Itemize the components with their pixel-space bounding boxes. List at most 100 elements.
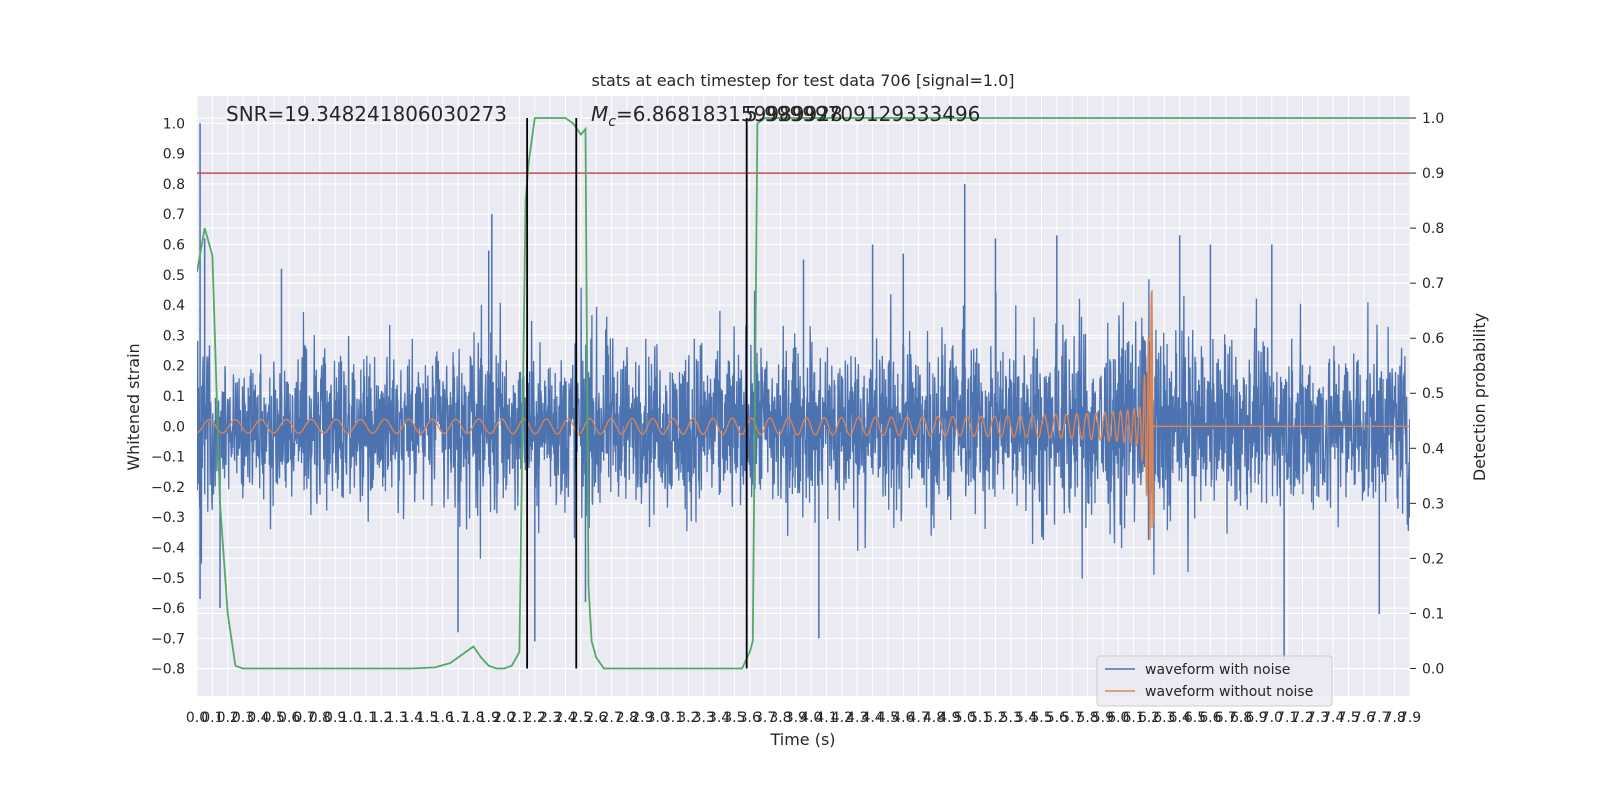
x-tick-label: 7.3 [1307,710,1329,726]
y-tick-label: 0.9 [163,147,185,163]
x-tick-label: 6.1 [1122,710,1144,726]
y-tick-label: −0.8 [151,662,185,678]
x-tick-label: 4.3 [846,710,868,726]
y2-tick-label: 0.6 [1422,331,1444,347]
x-tick-label: 5.8 [1076,710,1098,726]
x-tick-label: 3.9 [785,710,807,726]
x-tick-label: 5.4 [1015,710,1037,726]
x-tick-label: 0.3 [232,710,254,726]
y-tick-label: 0.3 [163,328,185,344]
y-tick-label: 1.0 [163,116,185,132]
series-detection-probability [197,117,1410,670]
x-tick-label: 4.2 [831,710,853,726]
y2-tick-label: 0.4 [1422,441,1444,457]
x-tick-label: 7.1 [1276,710,1298,726]
y2-tick-label: 0.2 [1422,551,1444,567]
x-tick-label: 6.2 [1138,710,1160,726]
y-tick-label: 0.0 [163,419,185,435]
x-tick-label: 4.6 [892,710,914,726]
series-waveform-without-noise [197,289,1410,541]
y2-axis-label: Detection probability [1470,313,1489,481]
x-tick-label: 1.8 [462,710,484,726]
x-tick-label: 2.4 [554,710,576,726]
y-tick-label: 0.6 [163,237,185,253]
x-tick-label: 1.7 [447,710,469,726]
x-tick-label: 4.1 [815,710,837,726]
x-tick-label: 3.0 [647,710,669,726]
x-tick-label: 5.3 [1000,710,1022,726]
x-tick-label: 3.5 [723,710,745,726]
x-tick-label: 6.6 [1199,710,1221,726]
y-tick-label: −0.2 [151,480,185,496]
y2-tick-label: 0.3 [1422,496,1444,512]
x-tick-label: 1.5 [416,710,438,726]
x-tick-label: 1.2 [370,710,392,726]
x-tick-label: 2.1 [508,710,530,726]
x-tick-label: 7.8 [1384,710,1406,726]
x-tick-label: 1.1 [355,710,377,726]
x-tick-label: 1.4 [401,710,423,726]
x-tick-label: 3.3 [693,710,715,726]
x-tick-label: 1.6 [432,710,454,726]
x-tick-labels: 0.00.10.20.30.40.50.60.70.80.91.01.11.21… [186,710,1421,726]
x-tick-label: 7.9 [1399,710,1421,726]
x-tick-label: 5.2 [984,710,1006,726]
y-tick-label: 0.4 [163,298,185,314]
y-axis-label: Whitened strain [124,343,143,470]
x-tick-label: 5.9 [1092,710,1114,726]
legend-entry-clean: waveform without noise [1145,684,1313,700]
y-tick-label: 0.8 [163,177,185,193]
x-tick-label: 7.2 [1291,710,1313,726]
y2-tick-label: 1.0 [1422,111,1444,127]
x-tick-label: 4.5 [877,710,899,726]
x-tick-label: 3.2 [677,710,699,726]
snr-annotation: SNR=19.348241806030273 [226,102,507,126]
x-tick-label: 3.8 [769,710,791,726]
x-tick-label: 5.0 [954,710,976,726]
noise-spikes [199,123,1381,660]
x-tick-label: 0.6 [278,710,300,726]
x-tick-label: 6.7 [1215,710,1237,726]
legend-entry-noisy: waveform with noise [1145,662,1290,678]
y-tick-label: −0.3 [151,510,185,526]
x-tick-label: 3.4 [708,710,730,726]
y2-tick-label: 0.5 [1422,386,1444,402]
x-tick-label: 2.3 [539,710,561,726]
x-tick-label: 7.0 [1261,710,1283,726]
x-tick-label: 4.7 [908,710,930,726]
chirp-mass-annotation: Mc=6.868183159989928 [591,102,843,130]
x-tick-label: 0.7 [293,710,315,726]
x-tick-label: 1.0 [339,710,361,726]
x-tick-label: 0.1 [201,710,223,726]
x-tick-label: 7.7 [1368,710,1390,726]
x-tick-label: 2.0 [493,710,515,726]
x-tick-label: 5.7 [1061,710,1083,726]
x-tick-label: 2.8 [616,710,638,726]
x-tick-label: 6.5 [1184,710,1206,726]
y-tick-label: 0.1 [163,389,185,405]
y-tick-label: −0.5 [151,571,185,587]
y-tick-label: −0.6 [151,601,185,617]
x-tick-label: 4.9 [938,710,960,726]
x-tick-label: 6.8 [1230,710,1252,726]
x-tick-label: 4.0 [800,710,822,726]
x-tick-label: 1.9 [478,710,500,726]
chart-title: stats at each timestep for test data 706… [591,71,1014,90]
x-tick-label: 5.1 [969,710,991,726]
x-tick-label: 3.6 [739,710,761,726]
x-tick-label: 2.5 [570,710,592,726]
x-tick-label: 7.6 [1353,710,1375,726]
y-tick-labels: −0.8 −0.7 −0.6 −0.5 −0.4 −0.3 −0.2 −0.1 0.0 0.1 0.… [151,116,185,677]
legend: waveform with noise waveform without noi… [1096,655,1333,707]
x-tick-label: 2.9 [631,710,653,726]
legend-box [1096,655,1333,707]
x-tick-label: 4.4 [861,710,883,726]
vertical-markers [526,118,748,669]
x-tick-label: 6.0 [1107,710,1129,726]
x-tick-label: 7.4 [1322,710,1344,726]
overlapping-annotation: 5.99999709129333496 [745,102,980,126]
x-tick-label: 4.8 [923,710,945,726]
y-tick-label: −0.4 [151,541,185,557]
x-tick-label: 0.8 [309,710,331,726]
